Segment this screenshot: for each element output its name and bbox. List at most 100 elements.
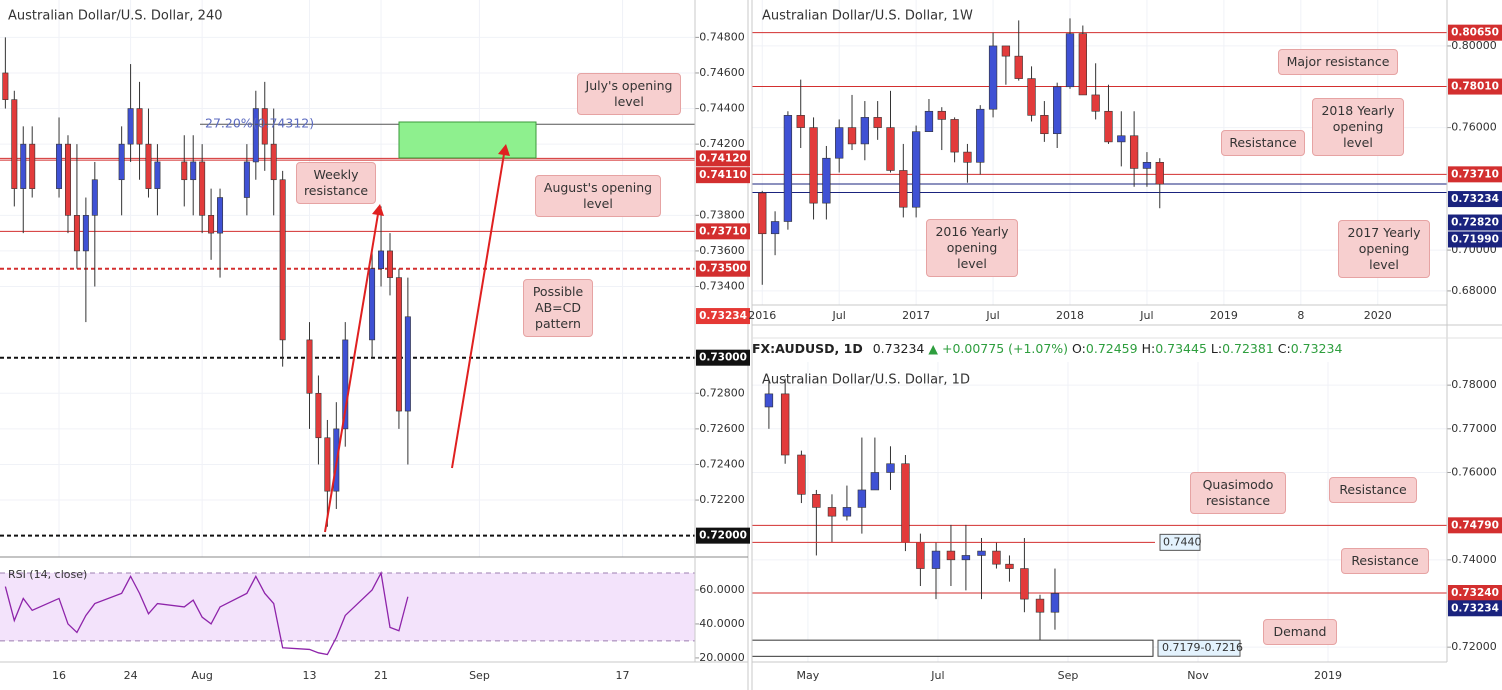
callout: Major resistance <box>1278 49 1398 75</box>
level-box <box>1448 231 1502 248</box>
x-tick-label: May <box>797 669 820 682</box>
y-tick-label: 0.80000 <box>1451 39 1497 52</box>
candle-body <box>1014 55 1023 79</box>
x-tick-label: Jul <box>1139 309 1153 322</box>
chart-title: Australian Dollar/U.S. Dollar, 1D <box>762 373 970 388</box>
level-label: 0.73234 <box>1451 602 1499 614</box>
candle-body <box>796 115 805 128</box>
level-label: 0.73234 <box>1451 193 1499 205</box>
candle-body <box>181 161 188 181</box>
candle-body <box>118 143 125 181</box>
change: +0.00775 (+1.07%) <box>941 341 1069 356</box>
y-tick-label: 0.74800 <box>699 30 745 43</box>
candle-body <box>91 179 98 216</box>
fib-label: 27.20%(0.74312) <box>205 116 314 131</box>
y-tick-label: 0.76000 <box>1451 121 1497 134</box>
callout: Resistance <box>1341 548 1429 574</box>
candle-body <box>822 157 831 204</box>
y-tick-label: 0.72400 <box>699 457 745 470</box>
x-tick-label: Sep <box>469 669 490 682</box>
ohlc-key: C: <box>1277 341 1291 356</box>
level-label: 0.74790 <box>1451 519 1499 531</box>
y-tick-label: 0.68000 <box>1451 284 1497 297</box>
candle-body <box>1091 94 1100 112</box>
level-box <box>1448 191 1502 208</box>
level-box <box>696 527 750 544</box>
x-tick-label: Jul <box>930 669 944 682</box>
ohlc-value: 0.72381 <box>1222 341 1274 356</box>
marker-box <box>1159 533 1201 551</box>
callout: Possible AB=CD pattern <box>523 279 593 337</box>
callout: Demand <box>1263 619 1337 645</box>
candle-body <box>992 550 1001 565</box>
level-box <box>1448 24 1502 41</box>
y-tick-label: 20.0000 <box>699 651 745 664</box>
candle-body <box>217 197 224 234</box>
candle-body <box>812 494 821 508</box>
candle-body <box>315 392 322 439</box>
candle-body <box>324 437 331 492</box>
candle-body <box>870 472 880 491</box>
y-tick-label: 0.77000 <box>1451 422 1497 435</box>
candle-body <box>827 507 837 517</box>
y-tick-label: 0.72000 <box>1451 640 1497 653</box>
candle-body <box>342 339 349 430</box>
level-box <box>696 349 750 366</box>
candle-body <box>395 277 402 412</box>
plot-layer <box>0 0 1451 662</box>
candle-body <box>886 127 895 171</box>
callout: Resistance <box>1221 130 1305 156</box>
symbol-header: FX:AUDUSD, 1D 0.73234 ▲ +0.00775 (+1.07%… <box>752 338 1342 360</box>
rsi-line <box>4 570 409 656</box>
x-tick-label: 16 <box>52 669 66 682</box>
candle-body <box>931 550 941 569</box>
y-tick-label: 0.76000 <box>1451 465 1497 478</box>
arrow <box>324 213 379 533</box>
level-label: 0.73500 <box>699 263 747 275</box>
x-tick-label: 2019 <box>1210 309 1238 322</box>
x-tick-label: 2020 <box>1364 309 1392 322</box>
y-tick-label: 0.74000 <box>1451 553 1497 566</box>
y-tick-label: 40.0000 <box>699 617 745 630</box>
y-tick-label: 0.73400 <box>699 280 745 293</box>
level-box <box>696 260 750 277</box>
y-tick-label: 0.74600 <box>699 66 745 79</box>
level-label: 0.73000 <box>699 352 747 364</box>
ohlc-value: 0.72459 <box>1085 341 1138 356</box>
candle-body <box>208 215 215 234</box>
candle-body <box>145 143 152 189</box>
candle-body <box>842 507 852 517</box>
level-box <box>1448 166 1502 183</box>
x-tick-label: Sep <box>1058 669 1079 682</box>
candle-body <box>270 143 277 181</box>
level-label: 0.72000 <box>699 530 747 542</box>
candle-body <box>764 393 774 408</box>
arrow-head <box>372 204 384 216</box>
candle-body <box>977 550 986 556</box>
last-price: 0.73234 <box>872 341 925 356</box>
candle-body <box>1155 161 1164 185</box>
level-box <box>1448 517 1502 534</box>
callout: Weekly resistance <box>296 162 376 204</box>
callout: July's opening level <box>577 73 681 115</box>
x-tick-label: Aug <box>191 669 212 682</box>
candle-body <box>387 250 393 278</box>
level-box <box>1448 78 1502 95</box>
candle-body <box>64 143 71 216</box>
y-tick-label: 0.78000 <box>1451 378 1497 391</box>
candle-body <box>1078 33 1087 96</box>
level-box <box>1448 585 1502 602</box>
y-tick-label: 0.72200 <box>699 493 745 506</box>
candle-body <box>963 151 972 163</box>
candle-body <box>199 161 206 216</box>
y-tick-label: 0.73600 <box>699 244 745 257</box>
symbol: FX:AUDUSD, 1D <box>752 341 863 356</box>
candle-body <box>758 192 767 235</box>
candle-body <box>136 108 143 145</box>
x-tick-label: 24 <box>124 669 138 682</box>
level-box <box>696 223 750 240</box>
callout: 2017 Yearly opening level <box>1338 220 1430 278</box>
level-box <box>1448 214 1502 231</box>
x-tick-label: 21 <box>374 669 388 682</box>
